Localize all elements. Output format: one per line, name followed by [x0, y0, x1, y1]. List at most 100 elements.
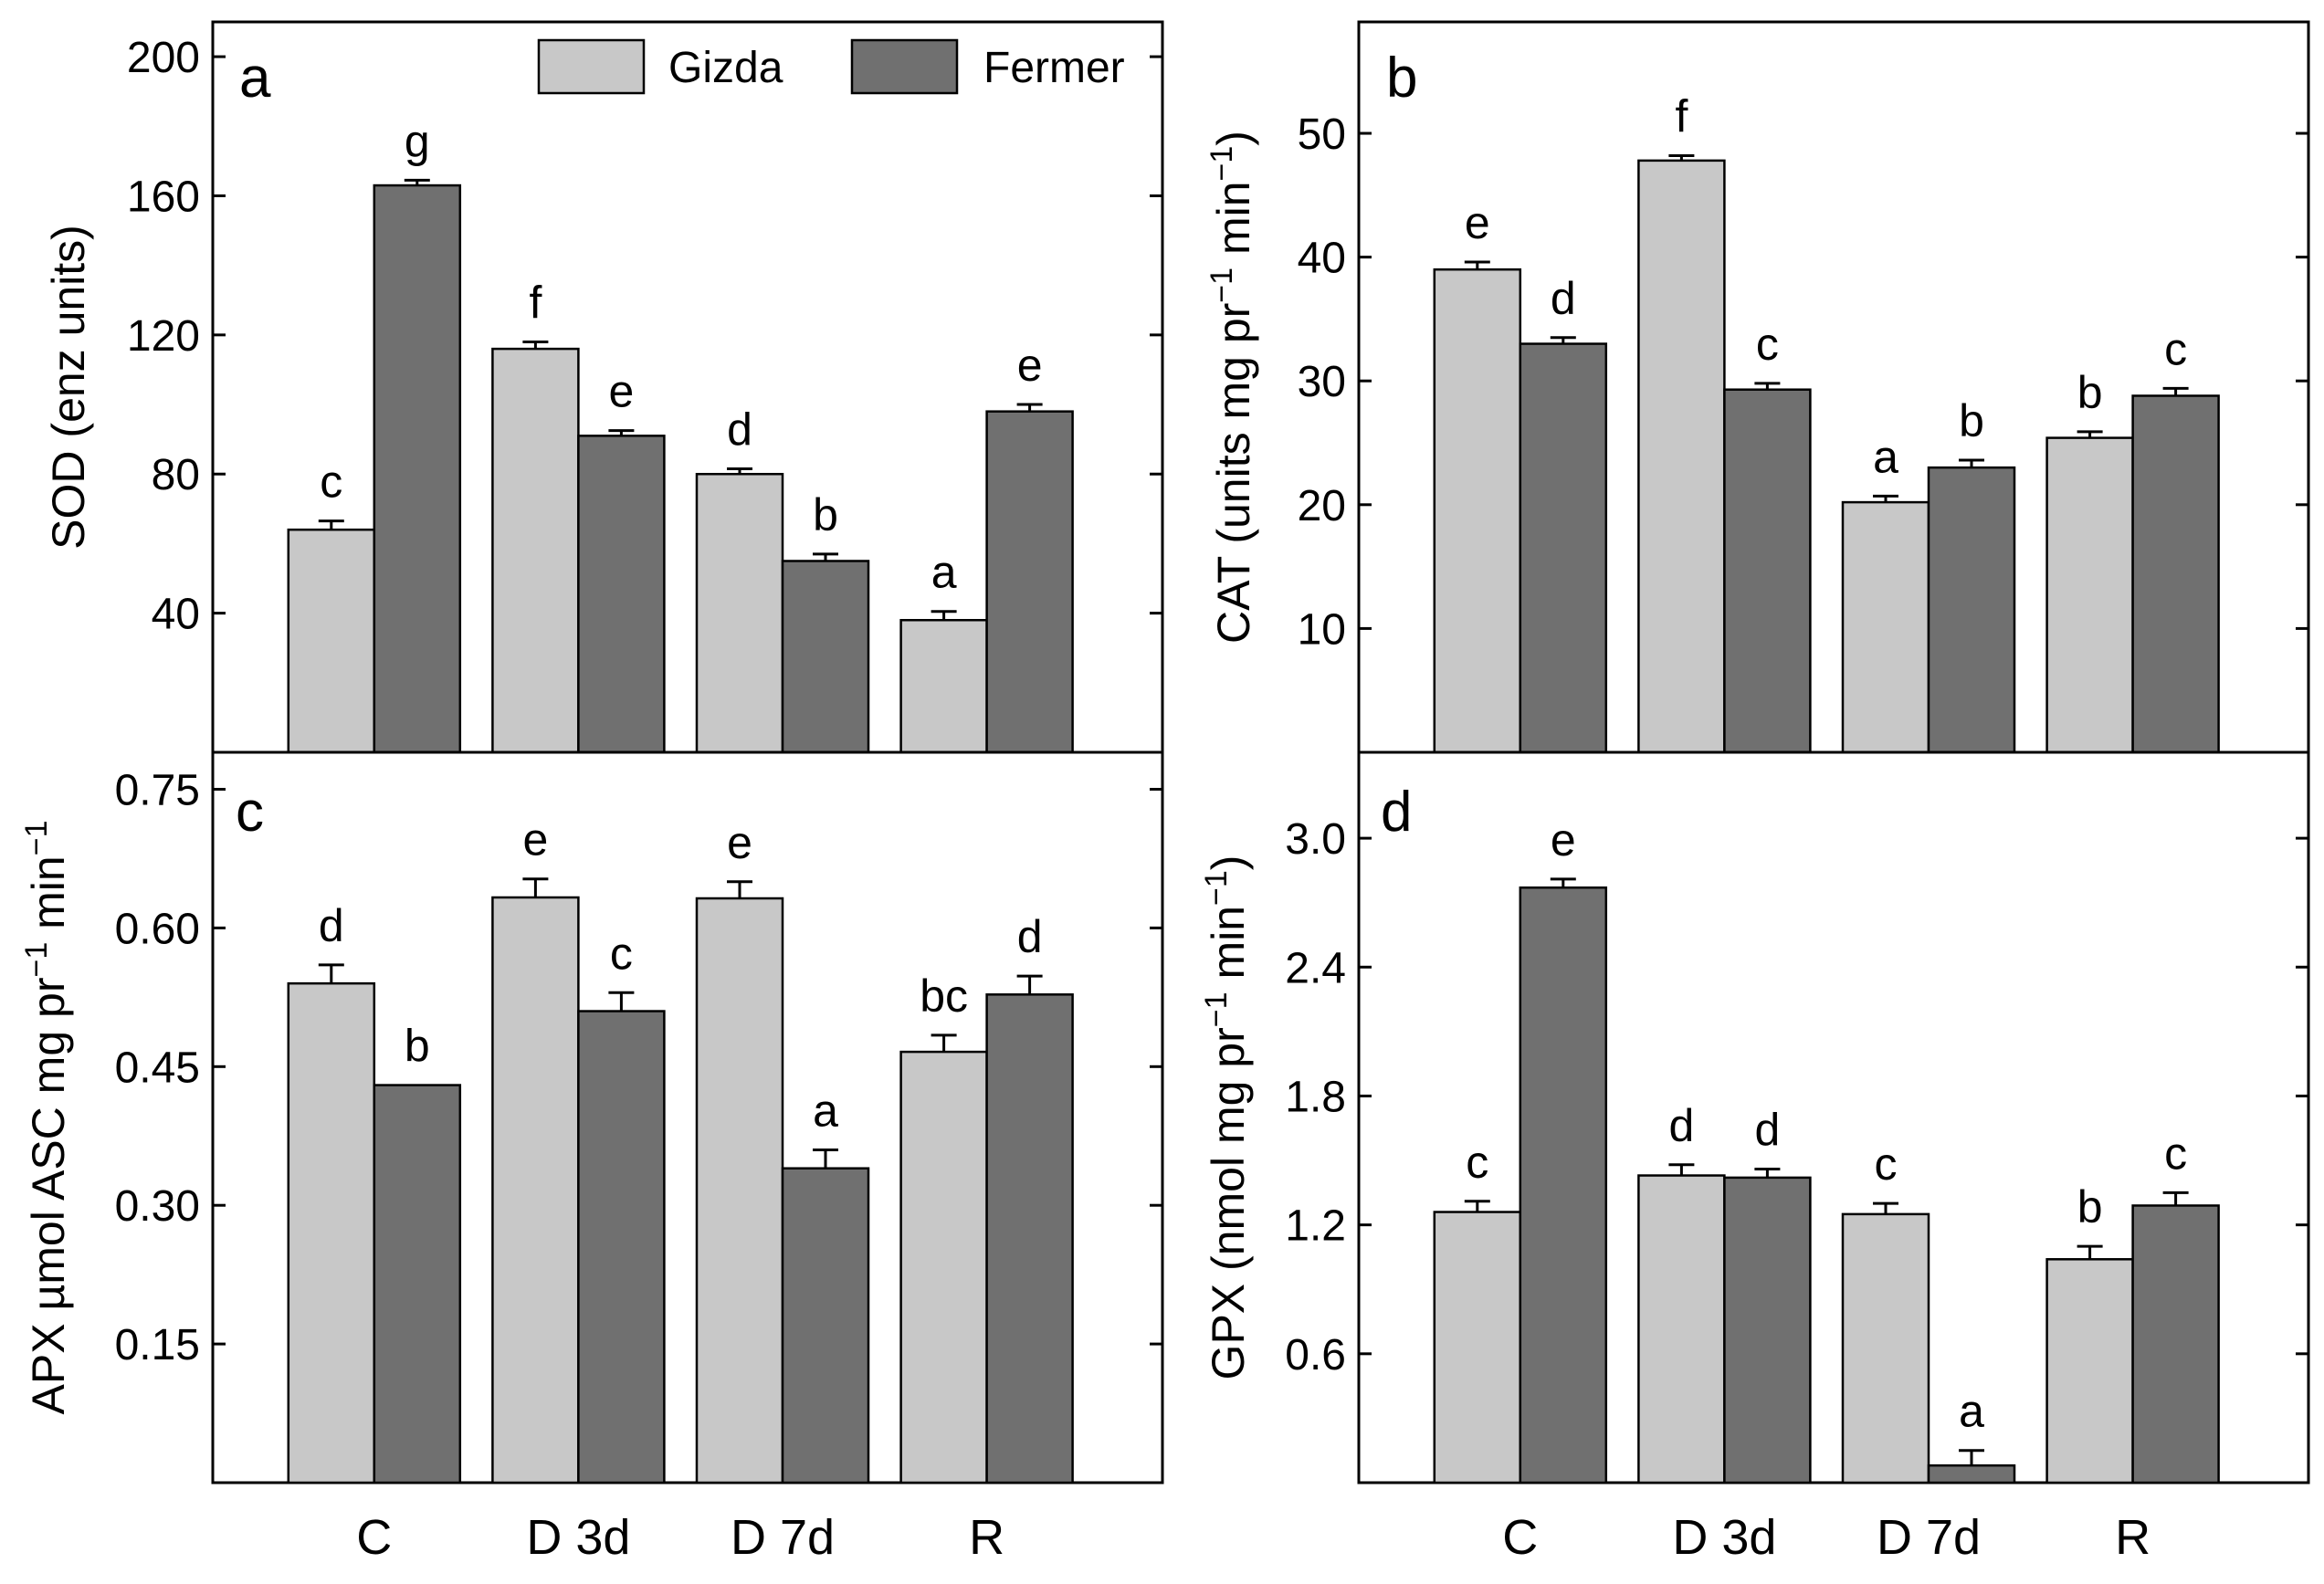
panel-b-y-axis-title: CAT (units mg pr−1 min−1) [1204, 131, 1259, 644]
bar-fermer-c [373, 1084, 462, 1484]
x-category-label: D 3d [526, 1510, 630, 1565]
bar-gizda-d3d [491, 896, 580, 1484]
panel-c-ytick-label: 0.45 [115, 1044, 200, 1092]
bar-fermer-c [1519, 342, 1608, 754]
panel-c-frame [211, 750, 1164, 1484]
panel-a-ytick-label: 200 [127, 34, 200, 82]
bar-gizda-c [1433, 267, 1522, 754]
significance-letter: a [931, 547, 957, 598]
significance-letter: d [319, 900, 344, 951]
bar-gizda-d7d [695, 897, 784, 1484]
x-category-label: C [356, 1510, 392, 1565]
significance-letter: bc [920, 970, 968, 1022]
panel-d-ytick-label: 1.8 [1285, 1073, 1346, 1121]
panel-a-ytick-label: 120 [127, 312, 200, 361]
significance-letter: a [1873, 431, 1898, 482]
panel-d-ytick-label: 0.6 [1285, 1331, 1346, 1379]
panel-d-letter: d [1381, 781, 1412, 844]
panel-d-y-axis-title: GPX (nmol mg pr−1 min−1) [1199, 855, 1254, 1380]
panel-c-ytick-label: 0.60 [115, 905, 200, 953]
panel-a: a 40 80 120 160 200 c g f e d b a e SOD (enz units) [43, 20, 1164, 754]
panel-b-y-axis: 10 20 30 40 50 [1298, 110, 2308, 654]
panel-c-y-axis-title: APX µmol ASC mg pr−1 min−1 [19, 821, 74, 1415]
bar-fermer-d3d [1723, 388, 1812, 754]
significance-letter: b [2077, 367, 2103, 418]
panel-b-ytick-label: 20 [1298, 482, 1346, 530]
panel-a-ytick-label: 80 [152, 451, 200, 499]
bar-gizda-d7d [1841, 1212, 1930, 1484]
bar-fermer-d3d [577, 435, 666, 754]
significance-letter: a [813, 1085, 838, 1136]
x-category-label: D 7d [731, 1510, 835, 1565]
panel-a-letter: a [239, 47, 271, 110]
panel-b-ytick-label: 40 [1298, 235, 1346, 283]
panel-d-bars: c e d d c a b c [1433, 814, 2220, 1484]
bar-fermer-c [373, 184, 462, 754]
significance-letter: c [1756, 319, 1779, 370]
panel-d-frame [1357, 750, 2310, 1484]
bar-fermer-d7d [781, 560, 870, 754]
bar-fermer-c [1519, 886, 1608, 1484]
significance-letter: e [522, 814, 548, 865]
panel-d-ytick-label: 2.4 [1285, 944, 1346, 992]
x-category-label: R [969, 1510, 1004, 1565]
bar-gizda-d3d [491, 347, 580, 754]
bar-fermer-r [2131, 1204, 2220, 1484]
legend-swatch-fermer [850, 38, 959, 95]
significance-letter: b [405, 1021, 430, 1072]
bar-gizda-d7d [1841, 500, 1930, 754]
panel-c-x-axis: C D 3d D 7d R [356, 1510, 1004, 1565]
significance-letter: d [1017, 911, 1043, 962]
bar-fermer-r [985, 993, 1074, 1484]
panel-c-ytick-label: 0.15 [115, 1321, 200, 1369]
bar-gizda-c [287, 981, 376, 1484]
significance-letter: e [727, 817, 752, 868]
panel-b-letter: b [1386, 47, 1417, 110]
panel-a-y-axis-title: SOD (enz units) [43, 225, 94, 550]
bar-fermer-d7d [1927, 1463, 2016, 1484]
panel-d-y-axis: 0.6 1.2 1.8 2.4 3.0 [1285, 815, 2308, 1379]
panel-b-ytick-label: 30 [1298, 358, 1346, 406]
bar-fermer-d7d [1927, 466, 2016, 754]
x-category-label: D 3d [1672, 1510, 1776, 1565]
bar-gizda-d3d [1637, 159, 1726, 754]
panel-a-ytick-label: 40 [152, 591, 200, 639]
x-category-label: C [1502, 1510, 1538, 1565]
significance-letter: b [813, 489, 838, 540]
panel-b-ytick-label: 50 [1298, 110, 1346, 159]
significance-letter: b [2077, 1181, 2103, 1233]
bar-gizda-c [287, 528, 376, 754]
panel-a-ytick-label: 160 [127, 173, 200, 221]
panel-b-ytick-label: 10 [1298, 605, 1346, 654]
significance-letter: e [1551, 814, 1576, 865]
significance-letter: d [727, 404, 752, 456]
panel-c-ytick-label: 0.75 [115, 767, 200, 815]
panel-a-y-axis: 40 80 120 160 200 [127, 34, 1162, 639]
significance-letter: d [1754, 1104, 1780, 1155]
bar-fermer-r [985, 410, 1074, 754]
significance-letter: c [1466, 1137, 1488, 1188]
panel-a-bars: c g f e d b a e [287, 115, 1074, 754]
significance-letter: d [1668, 1100, 1694, 1151]
significance-letter: f [529, 277, 542, 328]
legend-label-fermer: Fermer [983, 44, 1125, 92]
significance-letter: e [1465, 197, 1490, 248]
significance-letter: e [608, 366, 634, 417]
significance-letter: e [1017, 340, 1043, 391]
bar-fermer-r [2131, 394, 2220, 754]
x-category-label: R [2115, 1510, 2150, 1565]
significance-letter: c [1875, 1138, 1898, 1190]
bar-gizda-r [899, 1050, 988, 1484]
panel-d-ytick-label: 1.2 [1285, 1202, 1346, 1251]
bar-fermer-d7d [781, 1167, 870, 1484]
significance-letter: d [1551, 273, 1576, 324]
panel-d-ytick-label: 3.0 [1285, 815, 1346, 864]
panel-c-letter: c [236, 781, 264, 844]
bar-gizda-r [2045, 436, 2134, 754]
significance-letter: c [610, 928, 633, 979]
significance-letter: c [320, 456, 342, 508]
panel-d-x-axis: C D 3d D 7d R [1502, 1510, 2150, 1565]
significance-letter: a [1959, 1386, 1984, 1437]
